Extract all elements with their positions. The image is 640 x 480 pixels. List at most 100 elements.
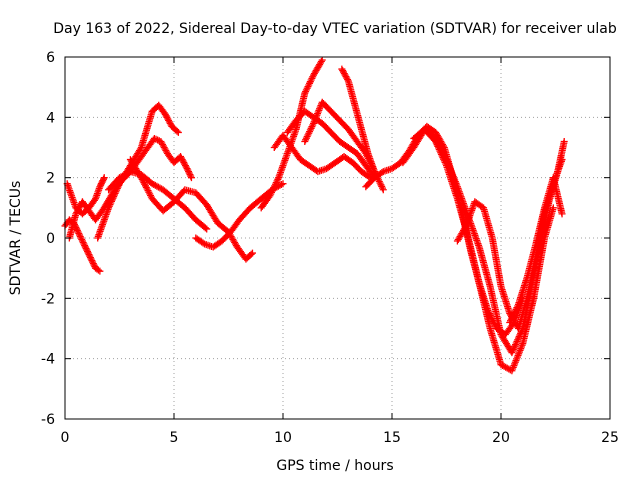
data-point: [435, 141, 443, 149]
data-point: [181, 162, 189, 170]
data-point: [183, 165, 191, 173]
data-point: [558, 156, 566, 164]
data-point: [441, 152, 449, 160]
data-point: [166, 119, 174, 127]
data-point: [161, 110, 169, 118]
data-point: [83, 246, 91, 254]
data-point: [114, 183, 122, 191]
data-point: [150, 134, 158, 142]
data-point: [152, 135, 160, 143]
x-axis-label: GPS time / hours: [276, 458, 393, 474]
data-point: [144, 187, 152, 195]
x-tick-label: 25: [601, 430, 619, 446]
data-point: [306, 78, 314, 86]
data-point: [510, 309, 518, 317]
data-point: [105, 204, 113, 212]
data-point: [312, 114, 320, 122]
data-point: [436, 143, 444, 151]
data-point: [437, 146, 445, 154]
data-point: [438, 147, 446, 155]
data-point: [516, 331, 524, 339]
data-point: [507, 317, 515, 325]
data-point: [518, 326, 526, 334]
data-point: [76, 231, 84, 239]
data-point: [512, 341, 520, 349]
data-point: [136, 145, 144, 153]
data-point: [432, 134, 440, 142]
data-point: [317, 58, 325, 66]
data-point: [113, 185, 121, 193]
data-point: [94, 266, 102, 274]
data-point: [143, 185, 151, 193]
data-point: [315, 106, 323, 114]
data-point: [142, 183, 150, 191]
data-point: [274, 175, 282, 183]
data-point: [508, 314, 516, 322]
data-point: [86, 252, 94, 260]
data-point: [185, 169, 193, 177]
data-point: [90, 261, 98, 269]
data-point: [271, 180, 279, 188]
data-point: [110, 193, 118, 201]
data-point: [279, 180, 287, 188]
data-point: [378, 182, 386, 190]
data-point: [433, 138, 441, 146]
data-point: [302, 134, 310, 142]
data-point: [173, 127, 181, 135]
data-point: [141, 182, 149, 190]
data-point: [82, 245, 90, 253]
data-point: [86, 254, 94, 262]
data-point: [266, 192, 274, 200]
data-point: [375, 178, 383, 186]
data-point: [160, 144, 168, 151]
data-point: [514, 336, 522, 344]
data-point: [340, 70, 348, 78]
data-point: [314, 108, 322, 116]
data-point: [303, 84, 311, 92]
data-point: [513, 304, 521, 312]
data-point: [339, 68, 347, 76]
data-point: [507, 315, 515, 323]
data-point: [137, 174, 145, 182]
data-point: [73, 226, 81, 234]
data-point: [509, 347, 517, 355]
data-point: [145, 188, 153, 196]
data-point: [301, 89, 309, 97]
data-point: [316, 103, 324, 111]
data-point: [268, 187, 276, 195]
data-point: [376, 179, 384, 187]
data-point: [75, 204, 83, 212]
data-point: [302, 136, 310, 144]
data-point: [164, 115, 172, 123]
data-point: [138, 175, 146, 183]
data-point: [247, 250, 255, 258]
data-point: [140, 179, 148, 187]
data-point: [159, 140, 167, 148]
data-point: [509, 312, 517, 320]
data-point: [560, 137, 568, 145]
data-point: [158, 139, 166, 147]
data-point: [112, 188, 120, 196]
data-point: [88, 257, 96, 265]
x-tick-label: 15: [383, 430, 401, 446]
data-point: [199, 239, 207, 247]
data-point: [108, 197, 116, 205]
data-point: [87, 255, 95, 263]
data-point: [113, 186, 121, 194]
data-point: [304, 131, 312, 139]
data-point: [442, 154, 450, 162]
data-point: [511, 307, 519, 315]
data-point: [85, 251, 93, 259]
data-point: [174, 128, 182, 136]
axes: 0 5 10 15 20 25 -6 -4 -2 0 2 4 6: [41, 50, 619, 446]
data-point: [378, 169, 386, 177]
data-point: [165, 118, 173, 126]
x-tick-label: 5: [170, 430, 179, 446]
data-point: [77, 234, 85, 242]
data-point: [108, 196, 116, 204]
data-point: [301, 137, 309, 145]
data-point: [141, 180, 149, 188]
data-point: [79, 239, 87, 247]
data-point: [248, 249, 256, 257]
